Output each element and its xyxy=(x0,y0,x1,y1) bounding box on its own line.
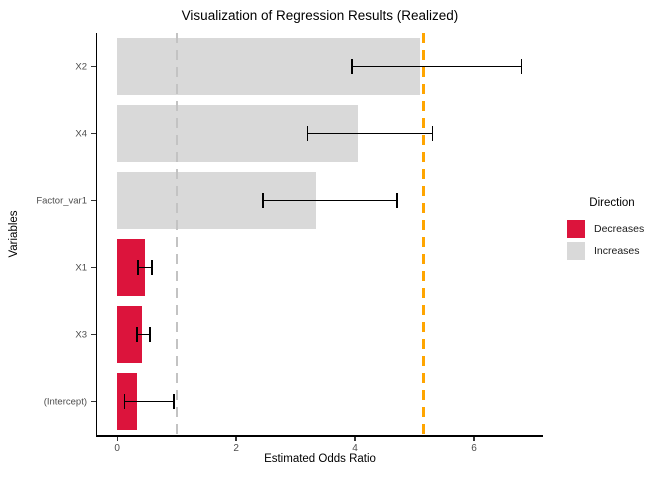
error-bar--intercept- xyxy=(124,400,174,403)
error-bar-factor-var1 xyxy=(262,199,397,202)
x-tick-label: 4 xyxy=(352,443,358,454)
legend: Direction Decreases Increases xyxy=(564,197,660,262)
y-tick-label: X4 xyxy=(75,128,87,139)
y-tick-mark xyxy=(90,400,96,403)
x-tick-label: 6 xyxy=(471,443,477,454)
y-tick-label: (Intercept) xyxy=(43,396,87,407)
y-tick-mark xyxy=(90,65,96,68)
y-tick-mark xyxy=(90,266,96,269)
y-axis-line xyxy=(95,33,97,437)
decreases-swatch-icon xyxy=(567,220,585,238)
x-tick-mark xyxy=(116,436,118,441)
legend-label: Increases xyxy=(594,245,640,257)
error-bar-cap xyxy=(351,59,353,74)
y-axis-title: Variables xyxy=(8,210,20,258)
x-axis-title: Estimated Odds Ratio xyxy=(264,453,376,465)
error-bar-cap xyxy=(150,260,153,275)
error-bar-cap xyxy=(136,327,138,342)
error-bar-x4 xyxy=(307,132,433,135)
error-bar-cap xyxy=(137,260,139,275)
x-tick-mark xyxy=(473,436,475,441)
increases-swatch-icon xyxy=(567,242,585,260)
y-tick-label: X1 xyxy=(75,262,87,273)
error-bar-x3 xyxy=(136,333,150,336)
error-bar-cap xyxy=(262,193,264,208)
x-tick-label: 2 xyxy=(233,443,239,454)
legend-title: Direction xyxy=(589,197,635,209)
x-tick-label: 0 xyxy=(114,443,120,454)
error-bar-cap xyxy=(395,193,398,208)
error-bar-cap xyxy=(520,59,523,74)
y-tick-mark xyxy=(90,199,96,202)
x-tick-mark xyxy=(235,436,237,441)
y-tick-mark xyxy=(90,333,96,336)
error-bar-cap xyxy=(123,394,126,409)
x-tick-mark xyxy=(354,436,356,441)
legend-item-decreases: Decreases xyxy=(564,218,660,240)
error-bar-cap xyxy=(149,327,151,342)
y-tick-mark xyxy=(90,132,96,135)
legend-label: Decreases xyxy=(594,223,645,235)
error-bar-cap xyxy=(306,126,309,141)
y-tick-label: X3 xyxy=(75,329,87,340)
error-bar-cap xyxy=(172,394,175,409)
error-bar-x1 xyxy=(138,266,152,269)
y-tick-label: X2 xyxy=(75,61,87,72)
y-tick-label: Factor_var1 xyxy=(36,195,87,206)
null-effect-line xyxy=(175,33,178,435)
chart-title: Visualization of Regression Results (Rea… xyxy=(181,8,459,23)
error-bar-cap xyxy=(431,126,434,141)
error-bar-x2 xyxy=(352,65,522,68)
highlight-line xyxy=(421,33,425,435)
legend-item-increases: Increases xyxy=(564,240,660,262)
x-axis-line xyxy=(95,435,543,437)
